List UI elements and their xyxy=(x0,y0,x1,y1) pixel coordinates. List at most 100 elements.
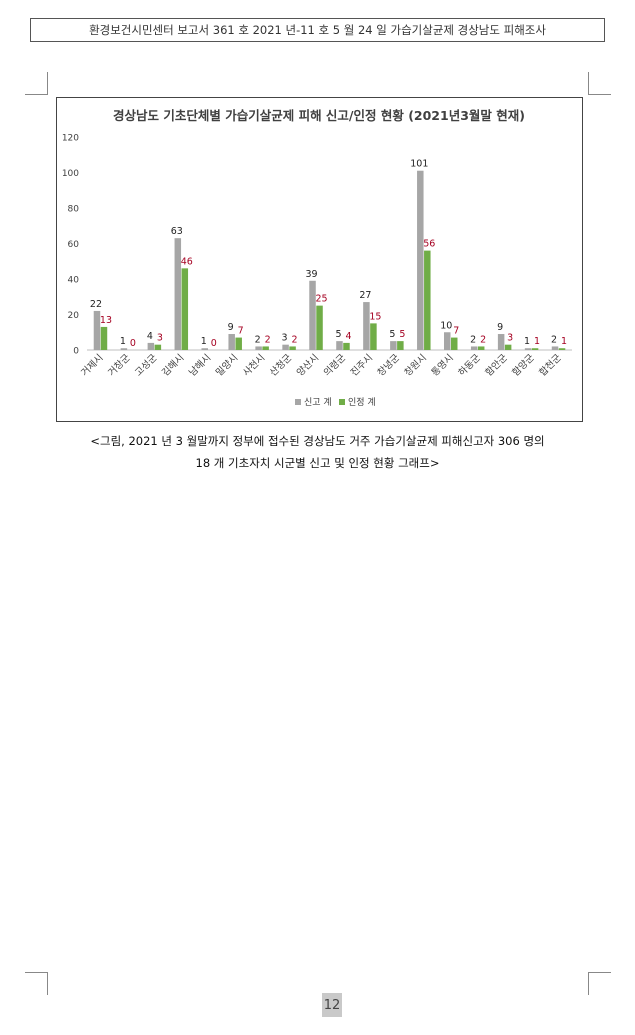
x-tick-label: 하동군 xyxy=(456,351,483,378)
chart-frame: 경상남도 기초단체별 가습기살균제 피해 신고/인정 현황 (2021년3월말 … xyxy=(56,97,583,422)
x-tick-label: 의령군 xyxy=(321,351,348,378)
data-label-approved: 25 xyxy=(315,294,327,305)
bar-report xyxy=(551,346,559,350)
data-label-report: 1 xyxy=(524,336,530,347)
bar-approved xyxy=(504,344,512,350)
report-header: 환경보건시민센터 보고서 361 호 2021 년-11 호 5 월 24 일 … xyxy=(30,18,605,42)
bar-report xyxy=(282,344,289,350)
figure-caption-line-2: 18 개 기초자치 시군별 신고 및 인정 현황 그래프> xyxy=(195,456,440,470)
data-label-approved: 7 xyxy=(453,326,459,337)
data-label-approved: 7 xyxy=(238,326,244,337)
x-tick-label: 함양군 xyxy=(510,352,537,379)
data-label-report: 1 xyxy=(201,336,207,347)
data-label-approved: 56 xyxy=(423,239,435,250)
y-tick-label: 120 xyxy=(62,134,79,144)
bar-report xyxy=(390,341,397,350)
bar-report xyxy=(228,334,235,350)
x-tick-label: 거제시 xyxy=(79,352,105,378)
data-label-report: 10 xyxy=(440,320,452,331)
bar-report xyxy=(201,348,208,350)
data-label-report: 5 xyxy=(389,329,395,340)
data-label-approved: 1 xyxy=(561,336,567,347)
x-tick-label: 합천군 xyxy=(537,352,564,379)
data-label-report: 2 xyxy=(470,334,476,345)
bar-approved xyxy=(370,323,377,350)
bar-approved xyxy=(289,346,296,350)
bar-approved xyxy=(477,346,485,350)
legend-entry: 인정 계 xyxy=(348,396,376,408)
bar-approved xyxy=(343,342,350,350)
bar-approved xyxy=(397,341,404,350)
data-label-approved: 2 xyxy=(292,334,298,345)
bar-report xyxy=(336,341,343,350)
data-label-report: 63 xyxy=(171,226,183,237)
data-label-report: 9 xyxy=(497,322,503,333)
chart-title: 경상남도 기초단체별 가습기살균제 피해 신고/인정 현황 (2021년3월말 … xyxy=(113,108,525,123)
corner-mark-bottom-right xyxy=(588,972,611,995)
x-tick-label: 거창군 xyxy=(106,352,133,379)
data-label-approved: 5 xyxy=(399,329,405,340)
data-label-report: 3 xyxy=(282,333,288,344)
x-tick-label: 김해시 xyxy=(159,352,186,379)
data-label-report: 2 xyxy=(255,334,261,345)
bar-report xyxy=(174,238,182,350)
data-label-approved: 1 xyxy=(534,336,540,347)
data-label-report: 101 xyxy=(410,159,428,170)
corner-mark-bottom-left xyxy=(25,972,48,995)
data-label-report: 22 xyxy=(90,299,102,310)
legend-swatch xyxy=(295,399,301,405)
data-label-report: 9 xyxy=(228,322,234,333)
x-tick-label: 남해시 xyxy=(186,352,213,379)
page-number: 12 xyxy=(322,993,342,1017)
x-tick-label: 통영시 xyxy=(430,352,456,378)
bar-report xyxy=(120,348,128,350)
x-tick-label: 창원시 xyxy=(403,352,429,378)
x-tick-label: 사천시 xyxy=(241,352,267,378)
data-label-approved: 3 xyxy=(507,333,513,344)
corner-mark-top-left xyxy=(25,72,48,95)
data-label-approved: 0 xyxy=(211,338,217,349)
y-tick-label: 60 xyxy=(68,240,80,250)
corner-mark-top-right xyxy=(588,72,611,95)
bar-approved xyxy=(181,268,189,350)
legend-swatch xyxy=(339,399,345,405)
bar-approved xyxy=(531,348,539,350)
x-tick-label: 고성군 xyxy=(133,352,160,379)
x-tick-label: 밀양시 xyxy=(213,352,240,379)
x-tick-label: 산청군 xyxy=(268,352,295,379)
x-tick-label: 함안군 xyxy=(483,352,510,379)
data-label-report: 1 xyxy=(120,336,126,347)
bar-chart: 경상남도 기초단체별 가습기살균제 피해 신고/인정 현황 (2021년3월말 … xyxy=(62,108,572,408)
bar-approved xyxy=(235,337,242,350)
bar-approved xyxy=(424,250,431,350)
data-label-report: 2 xyxy=(551,334,557,345)
bar-report xyxy=(470,346,478,350)
data-label-approved: 13 xyxy=(100,315,112,326)
data-label-approved: 46 xyxy=(181,256,193,267)
bar-report xyxy=(444,332,451,350)
data-label-report: 27 xyxy=(359,290,371,301)
bar-report xyxy=(309,280,316,350)
data-label-approved: 0 xyxy=(130,338,136,349)
data-label-approved: 4 xyxy=(345,331,351,342)
bar-approved xyxy=(154,344,162,350)
report-header-text: 환경보건시민센터 보고서 361 호 2021 년-11 호 5 월 24 일 … xyxy=(89,23,546,37)
data-label-report: 39 xyxy=(305,269,317,280)
y-tick-label: 20 xyxy=(68,311,80,321)
data-label-approved: 2 xyxy=(480,334,486,345)
data-label-report: 4 xyxy=(147,331,153,342)
data-label-report: 5 xyxy=(335,329,341,340)
bar-approved xyxy=(316,305,323,350)
bar-report xyxy=(93,310,101,350)
bar-report xyxy=(524,348,532,350)
bar-approved xyxy=(451,337,458,350)
y-tick-label: 40 xyxy=(68,276,80,286)
x-tick-label: 진주시 xyxy=(349,352,375,378)
data-label-approved: 2 xyxy=(265,334,271,345)
bar-report xyxy=(417,170,424,350)
legend-entry: 신고 계 xyxy=(304,396,332,408)
bar-report xyxy=(363,302,370,350)
x-tick-label: 창녕군 xyxy=(376,352,403,379)
figure-caption-line-1: <그림, 2021 년 3 월말까지 정부에 접수된 경상남도 거주 가습기살균… xyxy=(90,434,545,448)
bar-report xyxy=(497,334,505,350)
